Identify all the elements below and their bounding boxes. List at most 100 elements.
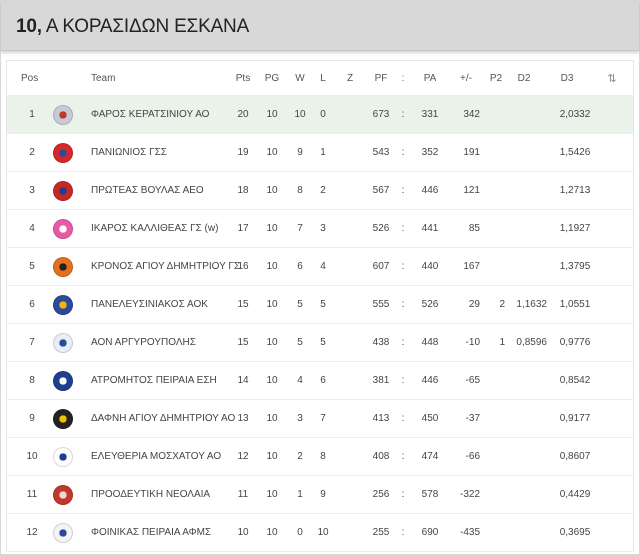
d3-cell: 1,1927: [559, 223, 591, 234]
p2-cell: [487, 438, 505, 475]
diff-cell: -435: [459, 527, 480, 538]
col-header-p2[interactable]: P2: [489, 72, 503, 84]
z-cell: [342, 210, 358, 247]
team-name[interactable]: ΠΑΝΕΛΕΥΣΙΝΙΑΚΟΣ ΑΟΚ: [91, 299, 208, 310]
table-row[interactable]: 1 ΦΑΡΟΣ ΚΕΡΑΤΣΙΝΙΟΥ ΑΟ 20 10 10 0 673: 331 342 2,…: [7, 96, 633, 134]
z-cell: [342, 438, 358, 475]
table-row[interactable]: 12 ΦΟΙΝΙΚΑΣ ΠΕΙΡΑΙΑ ΑΦΜΣ 10 10 0 10 255: 690 -43…: [7, 514, 633, 552]
table-row[interactable]: 10 ΕΛΕΥΘΕΡΙΑ ΜΟΣΧΑΤΟΥ ΑΟ 12 10 2 8 408: 474 -66 0…: [7, 438, 633, 476]
score-sep: :: [401, 185, 405, 196]
team-name[interactable]: ΔΑΦΝΗ ΑΓΙΟΥ ΔΗΜΗΤΡΙΟΥ ΑΟ: [91, 413, 236, 424]
d3-cell: 2,0332: [559, 109, 591, 120]
p2-cell: 1: [499, 337, 505, 348]
z-cell: [342, 362, 358, 399]
pf-cell: 567: [372, 185, 390, 196]
d3-cell: 0,4429: [559, 489, 591, 500]
col-header-l[interactable]: L: [320, 72, 326, 84]
pa-cell: 526: [421, 299, 439, 310]
d2-cell: [507, 476, 547, 513]
l-cell: 2: [320, 185, 326, 196]
col-header-pa[interactable]: PA: [423, 72, 437, 84]
pts-cell: 18: [237, 185, 249, 196]
pts-cell: 20: [237, 109, 249, 120]
score-sep: :: [401, 223, 405, 234]
w-cell: 7: [297, 223, 303, 234]
score-sep: :: [401, 527, 405, 538]
table-row[interactable]: 7 ΑΟΝ ΑΡΓΥΡΟΥΠΟΛΗΣ 15 10 5 5 438: 448 -10 1 0,8596…: [7, 324, 633, 362]
pts-cell: 14: [237, 375, 249, 386]
col-header-pg[interactable]: PG: [264, 72, 280, 84]
diff-cell: -10: [465, 337, 480, 348]
table-row[interactable]: 5 ΚΡΟΝΟΣ ΑΓΙΟΥ ΔΗΜΗΤΡΙΟΥ ΓΣ 16 10 6 4 607: 440 1…: [7, 248, 633, 286]
pts-cell: 10: [237, 527, 249, 538]
d2-cell: [507, 210, 547, 247]
col-header-d3[interactable]: D3: [560, 72, 574, 84]
title-text: Α ΚΟΡΑΣΙΔΩΝ ΕΣΚΑΝΑ: [41, 16, 250, 37]
page-header: 10, Α ΚΟΡΑΣΙΔΩΝ ΕΣΚΑΝΑ: [1, 1, 639, 51]
col-header-pos[interactable]: Pos: [21, 72, 39, 84]
table-row[interactable]: 4 ΙΚΑΡΟΣ ΚΑΛΛΙΘΕΑΣ ΓΣ (w) 17 10 7 3 526: 441 85 1…: [7, 210, 633, 248]
pg-cell: 10: [266, 337, 278, 348]
pf-cell: 256: [372, 489, 390, 500]
pts-cell: 19: [237, 147, 249, 158]
w-cell: 6: [297, 261, 303, 272]
team-name[interactable]: ΑΟΝ ΑΡΓΥΡΟΥΠΟΛΗΣ: [91, 337, 196, 348]
pts-cell: 16: [237, 261, 249, 272]
p2-cell: [487, 96, 505, 133]
pa-cell: 474: [421, 451, 439, 462]
l-cell: 8: [320, 451, 326, 462]
pg-cell: 10: [266, 109, 278, 120]
pts-cell: 11: [237, 489, 249, 500]
p2-cell: [487, 210, 505, 247]
col-header-diff[interactable]: +/-: [460, 72, 472, 84]
pos-cell: 9: [29, 413, 35, 424]
table-row[interactable]: 11 ΠΡΟΟΔΕΥΤΙΚΗ ΝΕΟΛΑΙΑ 11 10 1 9 256: 578 -322 0,…: [7, 476, 633, 514]
p2-cell: [487, 514, 505, 551]
pos-cell: 1: [29, 109, 35, 120]
d3-cell: 0,9776: [559, 337, 591, 348]
pf-cell: 413: [372, 413, 390, 424]
team-name[interactable]: ΚΡΟΝΟΣ ΑΓΙΟΥ ΔΗΜΗΤΡΙΟΥ ΓΣ: [91, 261, 241, 272]
team-name[interactable]: ΦΑΡΟΣ ΚΕΡΑΤΣΙΝΙΟΥ ΑΟ: [91, 109, 210, 120]
diff-cell: 121: [463, 185, 480, 196]
col-header-pf[interactable]: PF: [374, 72, 388, 84]
d3-cell: 0,3695: [559, 527, 591, 538]
d3-cell: 1,5426: [559, 147, 591, 158]
table-row[interactable]: 6 ΠΑΝΕΛΕΥΣΙΝΙΑΚΟΣ ΑΟΚ 15 10 5 5 555:526 29 2 1,16…: [7, 286, 633, 324]
team-logo-icon: [53, 447, 73, 467]
d2-cell: [507, 248, 547, 285]
team-name[interactable]: ΠΡΩΤΕΑΣ ΒΟΥΛΑΣ ΑΕΟ: [91, 185, 204, 196]
table-row[interactable]: 2 ΠΑΝΙΩΝΙΟΣ ΓΣΣ 19 10 9 1 543: 352 191 1,5426: [7, 134, 633, 172]
d2-cell: [507, 362, 547, 399]
pg-cell: 10: [266, 185, 278, 196]
team-name[interactable]: ΦΟΙΝΙΚΑΣ ΠΕΙΡΑΙΑ ΑΦΜΣ: [91, 527, 212, 538]
diff-cell: 191: [463, 147, 480, 158]
col-header-w[interactable]: W: [295, 72, 305, 84]
l-cell: 1: [320, 147, 326, 158]
col-header-team[interactable]: Team: [91, 72, 116, 84]
col-header-d2[interactable]: D2: [517, 72, 531, 84]
pa-cell: 446: [421, 185, 439, 196]
pf-cell: 555: [372, 299, 390, 310]
table-row[interactable]: 3 ΠΡΩΤΕΑΣ ΒΟΥΛΑΣ ΑΕΟ 18 10 8 2 567: 446 121 1,271…: [7, 172, 633, 210]
w-cell: 8: [297, 185, 303, 196]
score-sep: :: [401, 413, 405, 424]
team-name[interactable]: ΑΤΡΟΜΗΤΟΣ ΠΕΙΡΑΙΑ ΕΣΗ: [91, 375, 217, 386]
team-name[interactable]: ΠΡΟΟΔΕΥΤΙΚΗ ΝΕΟΛΑΙΑ: [91, 489, 211, 500]
team-name[interactable]: ΕΛΕΥΘΕΡΙΑ ΜΟΣΧΑΤΟΥ ΑΟ: [91, 451, 222, 462]
l-cell: 10: [317, 527, 329, 538]
table-row[interactable]: 9 ΔΑΦΝΗ ΑΓΙΟΥ ΔΗΜΗΤΡΙΟΥ ΑΟ 13 10 3 7 413: 450 -3…: [7, 400, 633, 438]
title-number: 10,: [16, 16, 42, 37]
w-cell: 10: [294, 109, 306, 120]
sort-icon[interactable]: ⇅: [607, 72, 617, 85]
diff-cell: 29: [468, 299, 480, 310]
team-name[interactable]: ΙΚΑΡΟΣ ΚΑΛΛΙΘΕΑΣ ΓΣ (w): [91, 223, 219, 234]
col-header-pts[interactable]: Pts: [235, 72, 251, 84]
team-logo-icon: [53, 333, 73, 353]
table-row[interactable]: 8 ΑΤΡΟΜΗΤΟΣ ΠΕΙΡΑΙΑ ΕΣΗ 14 10 4 6 381: 446 -65 0,…: [7, 362, 633, 400]
team-logo-icon: [53, 295, 73, 315]
pg-cell: 10: [266, 261, 278, 272]
pa-cell: 450: [421, 413, 439, 424]
team-name[interactable]: ΠΑΝΙΩΝΙΟΣ ΓΣΣ: [91, 147, 167, 158]
col-header-z[interactable]: Z: [346, 72, 354, 84]
